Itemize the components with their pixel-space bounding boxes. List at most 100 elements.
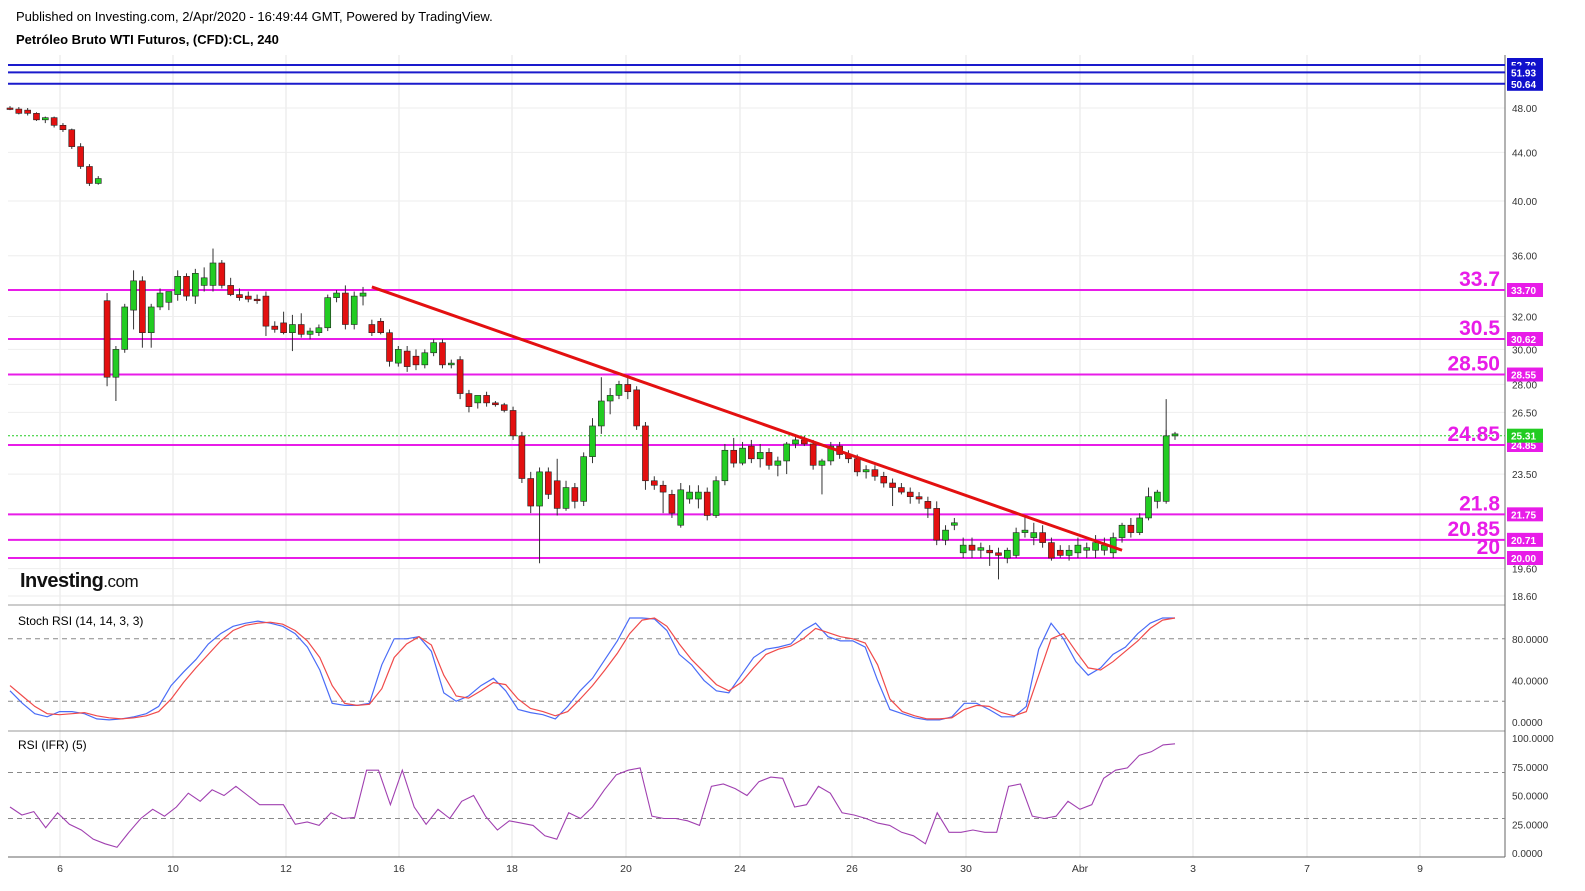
- candle-up: [942, 529, 949, 541]
- support-tag: 30.62: [1511, 335, 1536, 346]
- candle-up: [174, 276, 181, 295]
- support-label: 30.5: [1459, 317, 1500, 340]
- candle-up: [192, 273, 199, 297]
- candle-up: [862, 469, 870, 473]
- candle-up: [959, 544, 967, 554]
- y-tick: 19.60: [1512, 565, 1537, 576]
- candle-up: [474, 395, 482, 404]
- candle-down: [33, 113, 40, 121]
- candle-up: [430, 342, 437, 354]
- candle-up: [818, 460, 826, 466]
- candle-down: [518, 435, 526, 479]
- trendline-layer: [371, 285, 1123, 552]
- candle-up: [951, 522, 958, 526]
- candle-down: [642, 425, 649, 482]
- resistance-tag-bg: [1507, 65, 1543, 80]
- candle-up: [783, 443, 790, 462]
- candle-up: [359, 292, 367, 297]
- candle-up: [306, 330, 314, 335]
- candle-up: [1083, 547, 1091, 551]
- grid: [8, 55, 1505, 857]
- candle-up: [130, 280, 137, 311]
- candle-up: [200, 277, 208, 286]
- candle-up: [121, 306, 129, 350]
- stoch-y-tick: 0.0000: [1512, 718, 1543, 729]
- y-tick: 40.00: [1512, 197, 1537, 208]
- candle-down: [368, 324, 376, 333]
- candle-down: [730, 449, 738, 464]
- rsi-title: RSI (IFR) (5): [18, 738, 87, 752]
- candle-down: [227, 285, 234, 295]
- x-tick: 12: [280, 863, 292, 875]
- candle-up: [721, 449, 729, 482]
- candle-down: [1056, 549, 1064, 556]
- candle-down: [659, 484, 667, 493]
- y-tick: 30.00: [1512, 345, 1537, 356]
- candle-down: [924, 501, 932, 509]
- candle-up: [598, 400, 605, 427]
- support-label: 21.8: [1459, 492, 1500, 515]
- candle-down: [853, 458, 861, 473]
- candle-up: [42, 117, 49, 121]
- support-label: 33.7: [1459, 268, 1500, 291]
- stoch-y-tick: 40.0000: [1512, 676, 1549, 687]
- investing-logo: Investing.com: [20, 570, 139, 593]
- x-tick: 24: [734, 863, 746, 875]
- downtrend-line: [371, 285, 1123, 552]
- rsi-y-tick: 50.0000: [1512, 792, 1549, 803]
- candle-down: [1048, 542, 1055, 559]
- last-price-tag-bg: [1507, 428, 1543, 443]
- candle-down: [253, 298, 261, 302]
- candle-down: [880, 475, 888, 484]
- candle-up: [165, 291, 173, 303]
- candle-up: [792, 439, 799, 445]
- candle-up: [1136, 517, 1143, 533]
- candle-down: [509, 410, 517, 437]
- candle-down: [1127, 524, 1135, 533]
- candle-down: [297, 324, 305, 335]
- candle-up: [1092, 542, 1099, 551]
- candle-down: [24, 109, 31, 114]
- support-label: 28.50: [1447, 353, 1500, 376]
- candle-down: [103, 300, 111, 378]
- resistance-tag: 50.64: [1511, 80, 1536, 91]
- y-tick: 32.00: [1512, 312, 1537, 323]
- rsi-y-tick: 25.0000: [1512, 820, 1549, 831]
- candle-up: [580, 456, 587, 502]
- logo-suffix: .com: [103, 572, 139, 591]
- support-label: 20: [1477, 536, 1500, 559]
- candle-up: [589, 425, 596, 457]
- stoch-rsi-title: Stoch RSI (14, 14, 3, 3): [18, 614, 143, 628]
- candle-up: [606, 395, 614, 402]
- resistance-tag: 51.93: [1511, 68, 1536, 79]
- candle-down: [68, 129, 76, 147]
- candle-down: [650, 480, 658, 486]
- candle-down: [439, 342, 446, 366]
- candle-down: [871, 469, 879, 477]
- support-tag: 33.70: [1511, 286, 1536, 297]
- candle-up: [977, 547, 985, 551]
- candle-up: [686, 491, 693, 500]
- support-label: 24.85: [1447, 423, 1500, 446]
- candle-down: [456, 359, 464, 394]
- candle-down: [748, 445, 755, 460]
- candle-up: [677, 489, 685, 526]
- axis-tags: 52.7951.9350.6433.7030.6228.5524.8521.75…: [1507, 58, 1543, 565]
- candle-up: [1145, 496, 1152, 519]
- support-tag-bg: [1507, 283, 1543, 297]
- candle-down: [6, 107, 14, 110]
- candle-down: [968, 544, 976, 551]
- y-tick: 23.50: [1512, 470, 1537, 481]
- rsi-pane: [8, 743, 1505, 848]
- candle-up: [695, 491, 702, 500]
- candle-up: [1162, 435, 1170, 502]
- support-tag-bg: [1507, 332, 1543, 346]
- candle-down: [77, 146, 84, 167]
- candle-down: [386, 332, 393, 362]
- candle-down: [915, 496, 923, 500]
- pane-borders: [8, 55, 1506, 858]
- candle-down: [765, 452, 773, 466]
- stoch-y-tick: 80.0000: [1512, 635, 1549, 646]
